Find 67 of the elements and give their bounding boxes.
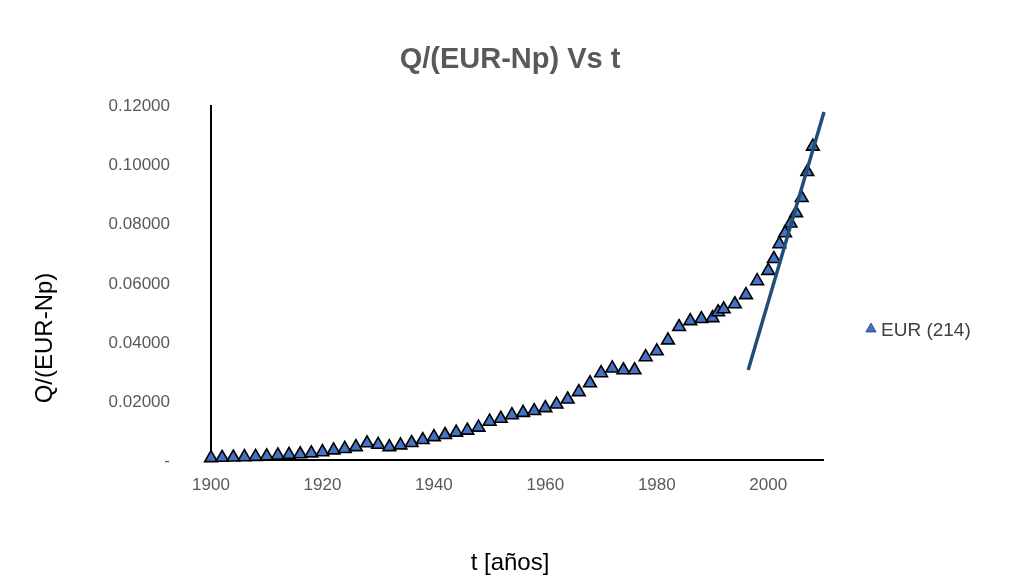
point (460, 422, 475, 435)
point (471, 419, 486, 432)
x-tick-label: 1920 (303, 475, 342, 494)
point (571, 383, 586, 397)
point (627, 361, 642, 375)
point (738, 286, 754, 300)
point (504, 406, 520, 420)
y-tick-label: 0.12000 (108, 96, 170, 115)
y-tick-label: - (164, 451, 170, 470)
point (593, 364, 609, 378)
y-tick-label: 0.08000 (108, 214, 170, 234)
point (638, 348, 653, 362)
point (560, 391, 575, 404)
point (660, 332, 676, 345)
point (348, 438, 364, 452)
point (694, 310, 709, 324)
point (649, 342, 664, 356)
point (716, 300, 731, 314)
point (415, 431, 430, 445)
point (315, 443, 330, 457)
point (326, 442, 341, 455)
point (226, 449, 241, 462)
y-tick-label: 0.02000 (108, 391, 170, 411)
point (259, 448, 274, 461)
point (582, 374, 598, 388)
y-tick-label: 0.04000 (108, 332, 170, 352)
point (449, 424, 464, 437)
point (393, 437, 408, 450)
x-axis-title: t [años] (470, 548, 550, 575)
point (270, 447, 286, 460)
y-tick-label: 0.10000 (108, 155, 170, 175)
x-tick-label: 1900 (192, 475, 230, 494)
point (214, 449, 230, 463)
point (359, 435, 375, 448)
point (482, 413, 497, 427)
point (293, 445, 308, 459)
point (371, 436, 386, 450)
point (337, 440, 352, 454)
point (493, 410, 508, 424)
point (766, 250, 781, 264)
point (527, 402, 542, 416)
point (683, 312, 698, 326)
point (237, 448, 252, 462)
point (281, 446, 297, 460)
point (727, 295, 742, 309)
point (549, 396, 564, 409)
point (426, 428, 442, 442)
point (538, 399, 553, 413)
chart-title: Q/(EUR-Np) Vs t (399, 42, 621, 74)
x-tick-label: 1940 (415, 475, 453, 494)
y-tick-label: 0.06000 (108, 273, 170, 293)
x-tick-label: 2000 (749, 475, 788, 494)
point (382, 438, 397, 452)
point (671, 318, 687, 332)
point (515, 404, 531, 418)
point (437, 426, 453, 440)
y-axis-title: Q/(EUR-Np) (30, 272, 57, 404)
point (304, 445, 319, 458)
point (616, 361, 631, 375)
x-tick-label: 1980 (637, 475, 676, 494)
point (404, 434, 419, 448)
point (749, 272, 765, 286)
point (248, 448, 263, 462)
point (761, 262, 776, 276)
x-tick-label: 1960 (526, 475, 565, 494)
legend-label: EUR (214) (881, 319, 971, 340)
point (605, 360, 620, 373)
